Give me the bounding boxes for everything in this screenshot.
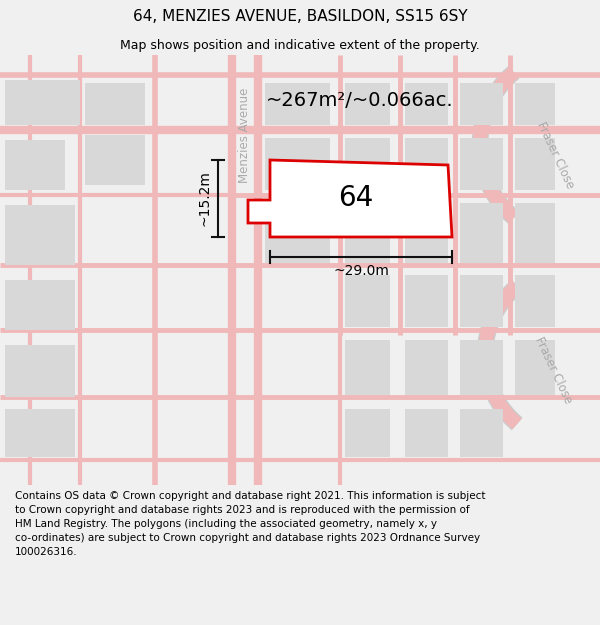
Bar — [345, 340, 390, 395]
Text: ~267m²/~0.066ac.: ~267m²/~0.066ac. — [266, 91, 454, 109]
Bar — [460, 409, 503, 457]
Bar — [405, 203, 448, 263]
Polygon shape — [248, 160, 452, 237]
Bar — [515, 83, 555, 125]
Bar — [345, 83, 390, 125]
Bar — [515, 138, 555, 190]
Bar — [460, 340, 503, 395]
Bar — [5, 409, 75, 457]
Text: 64, MENZIES AVENUE, BASILDON, SS15 6SY: 64, MENZIES AVENUE, BASILDON, SS15 6SY — [133, 9, 467, 24]
Bar — [5, 345, 75, 397]
Text: Menzies Avenue: Menzies Avenue — [238, 88, 251, 182]
Text: Fraser Close: Fraser Close — [534, 119, 576, 191]
Text: Contains OS data © Crown copyright and database right 2021. This information is : Contains OS data © Crown copyright and d… — [15, 491, 485, 557]
Bar — [345, 409, 390, 457]
Bar — [345, 203, 390, 263]
Bar — [405, 409, 448, 457]
Bar — [5, 80, 80, 125]
Bar — [460, 275, 503, 327]
Bar — [460, 83, 503, 125]
Bar — [515, 340, 555, 395]
Bar — [265, 83, 330, 125]
Bar — [405, 138, 448, 190]
Bar — [345, 275, 390, 327]
Text: Map shows position and indicative extent of the property.: Map shows position and indicative extent… — [120, 39, 480, 52]
Bar — [345, 138, 390, 190]
Text: ~29.0m: ~29.0m — [333, 264, 389, 278]
Bar — [515, 275, 555, 327]
Bar — [5, 140, 65, 190]
Bar — [85, 83, 145, 125]
Text: Fraser Close: Fraser Close — [532, 334, 574, 406]
Bar — [515, 203, 555, 263]
Bar — [85, 135, 145, 185]
Bar — [265, 203, 330, 263]
Bar — [460, 203, 503, 263]
Bar — [5, 205, 75, 265]
Bar — [5, 280, 75, 330]
Bar — [460, 138, 503, 190]
Text: 64: 64 — [338, 184, 374, 213]
Bar — [265, 138, 330, 190]
Text: ~15.2m: ~15.2m — [197, 171, 211, 226]
Bar — [405, 83, 448, 125]
Bar — [405, 340, 448, 395]
Bar — [405, 275, 448, 327]
